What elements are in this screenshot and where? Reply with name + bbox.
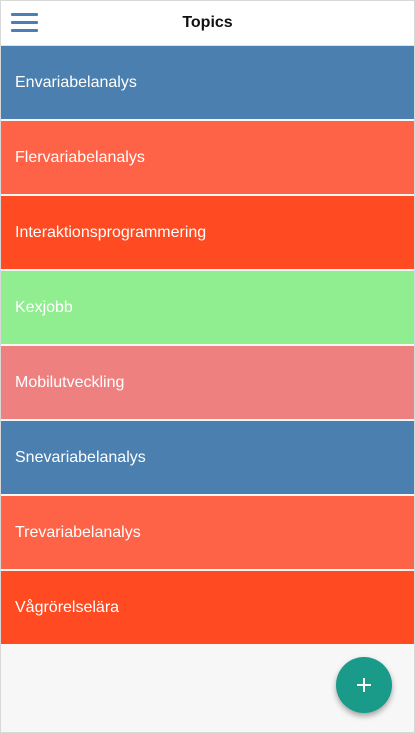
topic-item-interaktionsprogrammering[interactable]: Interaktionsprogrammering (1, 196, 414, 269)
topic-item-flervariabelanalys[interactable]: Flervariabelanalys (1, 121, 414, 194)
topic-list: Envariabelanalys Flervariabelanalys Inte… (1, 46, 414, 646)
hamburger-menu-icon[interactable] (11, 13, 39, 35)
topic-item-kexjobb[interactable]: Kexjobb (1, 271, 414, 344)
page-title: Topics (182, 14, 233, 31)
add-topic-button[interactable] (336, 657, 392, 713)
topic-item-snevariabelanalys[interactable]: Snevariabelanalys (1, 421, 414, 494)
topic-item-envariabelanalys[interactable]: Envariabelanalys (1, 46, 414, 119)
topic-item-vagrorelselara[interactable]: Vågrörelselära (1, 571, 414, 644)
plus-icon-vertical (363, 678, 365, 692)
topic-item-mobilutveckling[interactable]: Mobilutveckling (1, 346, 414, 419)
topic-item-trevariabelanalys[interactable]: Trevariabelanalys (1, 496, 414, 569)
app-header: Topics (1, 1, 414, 46)
menu-bar-bottom (11, 29, 38, 32)
menu-bar-middle (11, 21, 38, 24)
menu-bar-top (11, 13, 38, 16)
